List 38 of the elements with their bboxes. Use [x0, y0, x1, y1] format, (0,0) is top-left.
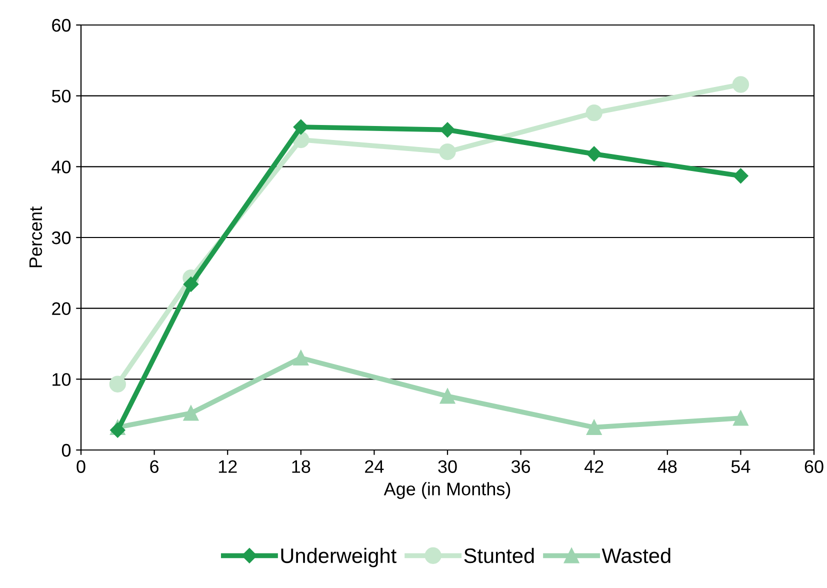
- x-tick-label: 12: [218, 460, 237, 473]
- point: [733, 168, 748, 184]
- x-tick-label: 54: [731, 460, 750, 473]
- y-tick-label: 0: [62, 444, 71, 457]
- point: [733, 410, 748, 426]
- point: [439, 143, 456, 160]
- legend-label: Wasted: [602, 548, 670, 564]
- point: [109, 376, 126, 392]
- x-tick-label: 42: [584, 460, 604, 473]
- point: [183, 406, 199, 421]
- point: [732, 76, 750, 93]
- x-tick-label: 30: [438, 460, 457, 473]
- x-tick-label: 18: [292, 460, 310, 473]
- y-tick-label: 40: [52, 160, 71, 174]
- point: [586, 146, 602, 162]
- y-tick-label: 20: [52, 302, 71, 316]
- x-tick-label: 36: [511, 460, 530, 473]
- point: [440, 122, 456, 138]
- point: [440, 388, 456, 404]
- point: [586, 420, 602, 435]
- point: [110, 422, 126, 438]
- y-tick-label: 50: [52, 90, 71, 103]
- y-tick-label: 10: [52, 373, 71, 386]
- legend-label: Stunted: [464, 548, 534, 564]
- x-tick-label: 60: [804, 460, 824, 473]
- y-tick-label: 30: [52, 231, 71, 244]
- point: [293, 350, 309, 366]
- y-axis-title: Percent: [29, 206, 42, 268]
- x-tick-label: 24: [365, 460, 384, 473]
- x-tick-label: 48: [658, 460, 677, 473]
- point: [183, 276, 199, 292]
- point: [586, 104, 602, 122]
- x-axis-title: Age (in Months): [384, 482, 510, 499]
- point: [293, 119, 308, 135]
- legend-label: Underweight: [281, 548, 396, 568]
- y-tick-label: 60: [52, 18, 71, 32]
- x-tick-label: 6: [150, 460, 159, 473]
- x-tick-label: 0: [76, 460, 86, 473]
